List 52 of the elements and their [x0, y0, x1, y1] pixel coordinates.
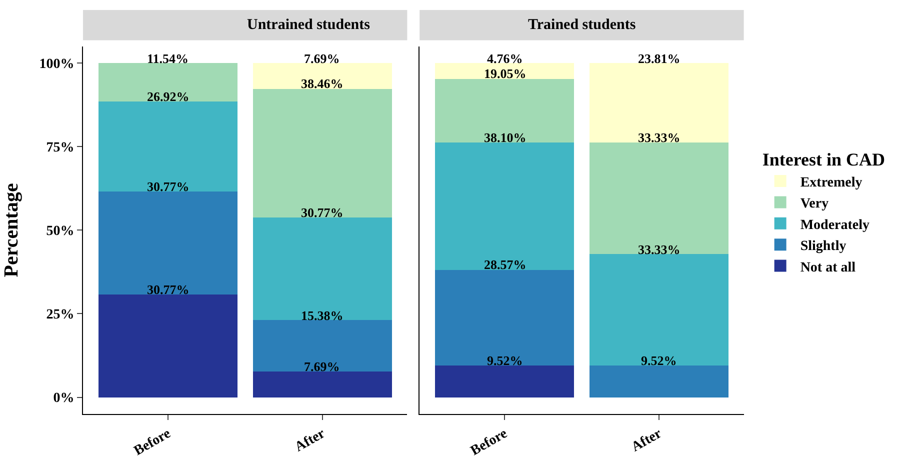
data-label: 30.77%	[301, 205, 344, 220]
legend-label: Not at all	[800, 260, 856, 276]
chart-title: Untrained students	[247, 17, 370, 33]
x-tick-label: After	[292, 426, 328, 456]
y-tick-label: 0%	[53, 391, 74, 406]
bar	[589, 365, 728, 398]
x-tick-label: After	[629, 426, 664, 456]
bar	[435, 270, 574, 366]
y-tick-label: 25%	[46, 308, 74, 323]
bar	[252, 320, 392, 372]
y-tick-label: 100%	[39, 56, 74, 72]
data-label: 33.33%	[638, 130, 680, 145]
legend-title: Interest in CAD	[762, 149, 885, 170]
data-label: 19.05%	[484, 66, 526, 81]
y-tick-label: 75%	[46, 140, 74, 156]
bar	[435, 78, 574, 143]
legend-label: Slightly	[800, 239, 846, 254]
data-label: 23.81%	[638, 51, 680, 66]
y-tick-label: 50%	[46, 224, 74, 240]
data-label: 26.92%	[147, 89, 190, 104]
bar	[98, 294, 238, 398]
bar	[252, 372, 392, 398]
legend-label: Extremely	[800, 175, 862, 190]
bar	[252, 88, 392, 218]
bar	[435, 142, 574, 270]
data-label: 11.54%	[147, 51, 189, 66]
bar	[435, 365, 574, 398]
bar	[98, 192, 238, 294]
data-label: 9.52%	[487, 353, 523, 368]
data-label: 33.33%	[638, 242, 680, 257]
data-label: 15.38%	[301, 308, 344, 323]
legend-label: Moderately	[800, 218, 870, 233]
data-label: 38.46%	[301, 76, 344, 91]
data-label: 28.57%	[484, 257, 526, 272]
data-label: 9.52%	[641, 353, 677, 368]
bar	[252, 217, 392, 320]
y-axis-title: Percentage	[0, 183, 23, 278]
data-label: 7.69%	[304, 359, 340, 374]
legend-label: Very	[800, 196, 829, 212]
bar	[98, 102, 238, 192]
bar	[98, 63, 238, 102]
bar	[589, 142, 728, 254]
data-label: 30.77%	[147, 282, 190, 297]
bar	[435, 63, 574, 79]
data-label: 4.76%	[487, 51, 523, 66]
data-label: 7.69%	[304, 51, 340, 66]
chart-title: Trained students	[528, 17, 636, 33]
data-label: 38.10%	[484, 130, 526, 145]
bar	[589, 63, 728, 143]
bar	[589, 254, 728, 366]
data-label: 30.77%	[147, 179, 190, 194]
bar	[252, 63, 392, 89]
